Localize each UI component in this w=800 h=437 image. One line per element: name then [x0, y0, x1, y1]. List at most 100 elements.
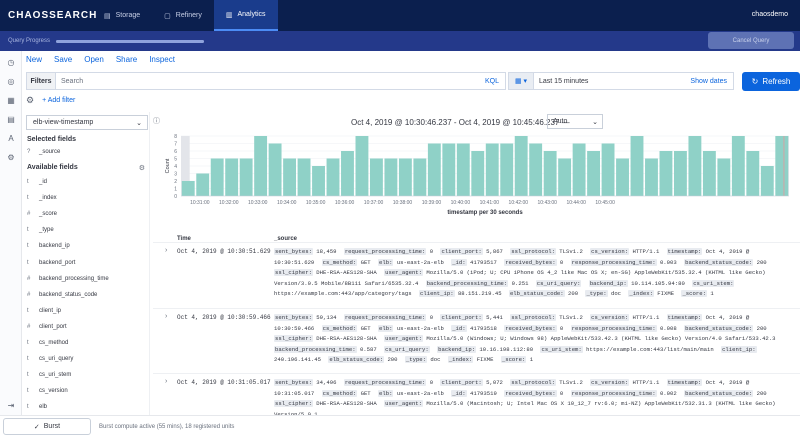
histogram-bar[interactable]: [717, 158, 731, 197]
field-item[interactable]: t _index: [27, 195, 145, 201]
histogram-bar[interactable]: [500, 143, 514, 197]
histogram-bar[interactable]: [485, 143, 499, 197]
dashboard-icon[interactable]: ▤: [7, 115, 15, 124]
histogram-bar[interactable]: [225, 158, 239, 197]
y-tick-label: 2: [174, 179, 177, 185]
menu-save[interactable]: Save: [54, 55, 73, 64]
field-item[interactable]: # _score: [27, 211, 145, 217]
histogram-bar[interactable]: [384, 158, 398, 197]
results-header: ⓘ Oct 4, 2019 @ 10:30:46.237 - Oct 4, 20…: [153, 114, 800, 130]
histogram-bar[interactable]: [427, 143, 441, 197]
histogram-bar[interactable]: [196, 173, 210, 197]
histogram-bar[interactable]: [746, 151, 760, 196]
histogram-bar[interactable]: [283, 158, 297, 197]
expand-row-icon[interactable]: ›: [165, 247, 168, 254]
visualize-icon[interactable]: ▦: [7, 96, 15, 105]
clock-icon[interactable]: ◷: [7, 58, 15, 67]
chaossearch-logo[interactable]: CHAOSSEARCH: [8, 10, 98, 21]
show-dates-link[interactable]: Show dates: [690, 77, 727, 85]
tab-analytics-label: Analytics: [237, 11, 266, 18]
field-item[interactable]: t backend_ip: [27, 243, 145, 249]
histogram-bar[interactable]: [659, 151, 673, 196]
refresh-button[interactable]: ↻ Refresh: [742, 71, 800, 91]
burst-button[interactable]: ✓ Burst: [3, 418, 91, 435]
collapse-icon[interactable]: ⇥: [7, 401, 15, 410]
search-input[interactable]: Search KQL: [56, 72, 506, 90]
calendar-icon[interactable]: ▦ ▾: [508, 72, 534, 90]
histogram-bar[interactable]: [558, 158, 572, 197]
histogram-bar[interactable]: [268, 143, 282, 197]
histogram-bar[interactable]: [601, 143, 615, 197]
histogram-bar[interactable]: [297, 158, 311, 197]
histogram-bar[interactable]: [355, 136, 369, 196]
col-time-header[interactable]: Time: [177, 236, 191, 242]
field-item[interactable]: t elb: [27, 404, 145, 410]
menu-new[interactable]: New: [26, 55, 43, 64]
field-settings-icon[interactable]: ⚙: [138, 165, 145, 172]
field-item[interactable]: t _type: [27, 227, 145, 233]
field-item[interactable]: # backend_processing_time: [27, 276, 145, 282]
text-icon[interactable]: A: [8, 134, 14, 143]
col-source-header[interactable]: _source: [274, 236, 298, 242]
histogram-bar[interactable]: [688, 136, 702, 196]
histogram-bar[interactable]: [514, 136, 528, 196]
menu-inspect[interactable]: Inspect: [149, 55, 175, 64]
cancel-query-button[interactable]: Cancel Query: [708, 32, 794, 49]
expand-row-icon[interactable]: ›: [165, 313, 168, 320]
histogram-bar[interactable]: [775, 136, 789, 196]
menu-open[interactable]: Open: [84, 55, 104, 64]
histogram-bar[interactable]: [587, 151, 601, 196]
compass-icon[interactable]: ◎: [7, 77, 15, 86]
histogram-bar[interactable]: [529, 143, 543, 197]
histogram-bar[interactable]: [673, 151, 687, 196]
field-item[interactable]: t _id: [27, 179, 145, 185]
histogram-bar[interactable]: [630, 136, 644, 196]
histogram-bar[interactable]: [326, 158, 340, 197]
histogram-bar[interactable]: [398, 158, 412, 197]
gear-icon[interactable]: ⚙: [7, 153, 15, 162]
field-item[interactable]: t backend_port: [27, 260, 145, 266]
expand-row-icon[interactable]: ›: [165, 378, 168, 385]
table-row[interactable]: › Oct 4, 2019 @ 10:30:51.629 sent_bytes …: [153, 242, 800, 308]
histogram-bar[interactable]: [702, 151, 716, 196]
user-menu[interactable]: chaosdemo: [751, 11, 788, 18]
histogram-bar[interactable]: [239, 158, 253, 197]
histogram-bar[interactable]: [616, 158, 629, 197]
field-item[interactable]: t cs_uri_query: [27, 356, 145, 362]
table-row[interactable]: › Oct 4, 2019 @ 10:31:05.017 sent_bytes …: [153, 373, 800, 437]
histogram-bar[interactable]: [543, 151, 557, 196]
filter-settings-icon[interactable]: ⚙: [26, 95, 35, 105]
field-item[interactable]: # backend_status_code: [27, 292, 145, 298]
index-pattern-select[interactable]: elb-view-timestamp ⌄: [26, 115, 148, 130]
histogram-bar[interactable]: [442, 143, 456, 197]
histogram-bar[interactable]: [413, 158, 427, 197]
histogram-bar[interactable]: [572, 143, 586, 197]
tab-refinery[interactable]: ▢ Refinery: [152, 0, 214, 31]
histogram-bar[interactable]: [645, 158, 658, 197]
kql-toggle[interactable]: KQL: [484, 77, 499, 85]
histogram-bar[interactable]: [312, 166, 325, 196]
tab-storage[interactable]: ▤ Storage: [92, 0, 152, 31]
table-row[interactable]: › Oct 4, 2019 @ 10:30:59.466 sent_bytes …: [153, 308, 800, 373]
histogram-bar[interactable]: [760, 166, 774, 196]
info-icon[interactable]: ⓘ: [153, 118, 160, 125]
menu-share[interactable]: Share: [115, 55, 138, 64]
tab-analytics[interactable]: ▥ Analytics: [213, 0, 278, 31]
histogram-bar[interactable]: [369, 158, 383, 197]
add-filter-link[interactable]: + Add filter: [42, 97, 76, 104]
field-item[interactable]: t cs_method: [27, 340, 145, 346]
field-item[interactable]: # client_port: [27, 324, 145, 330]
histogram-bar[interactable]: [181, 181, 195, 196]
histogram-bar[interactable]: [471, 151, 485, 196]
field-item[interactable]: t cs_uri_stem: [27, 372, 145, 378]
time-range-picker[interactable]: Last 15 minutes Show dates: [534, 72, 734, 90]
histogram-bar[interactable]: [341, 151, 354, 196]
histogram-bar[interactable]: [456, 143, 470, 197]
histogram-bar[interactable]: [210, 158, 224, 197]
field-item[interactable]: t cs_version: [27, 388, 145, 394]
field-item[interactable]: ? _source: [27, 149, 145, 155]
interval-select[interactable]: Auto ⌄: [547, 114, 603, 129]
histogram-bar[interactable]: [731, 136, 745, 196]
field-item[interactable]: t client_ip: [27, 308, 145, 314]
histogram-bar[interactable]: [254, 136, 268, 196]
